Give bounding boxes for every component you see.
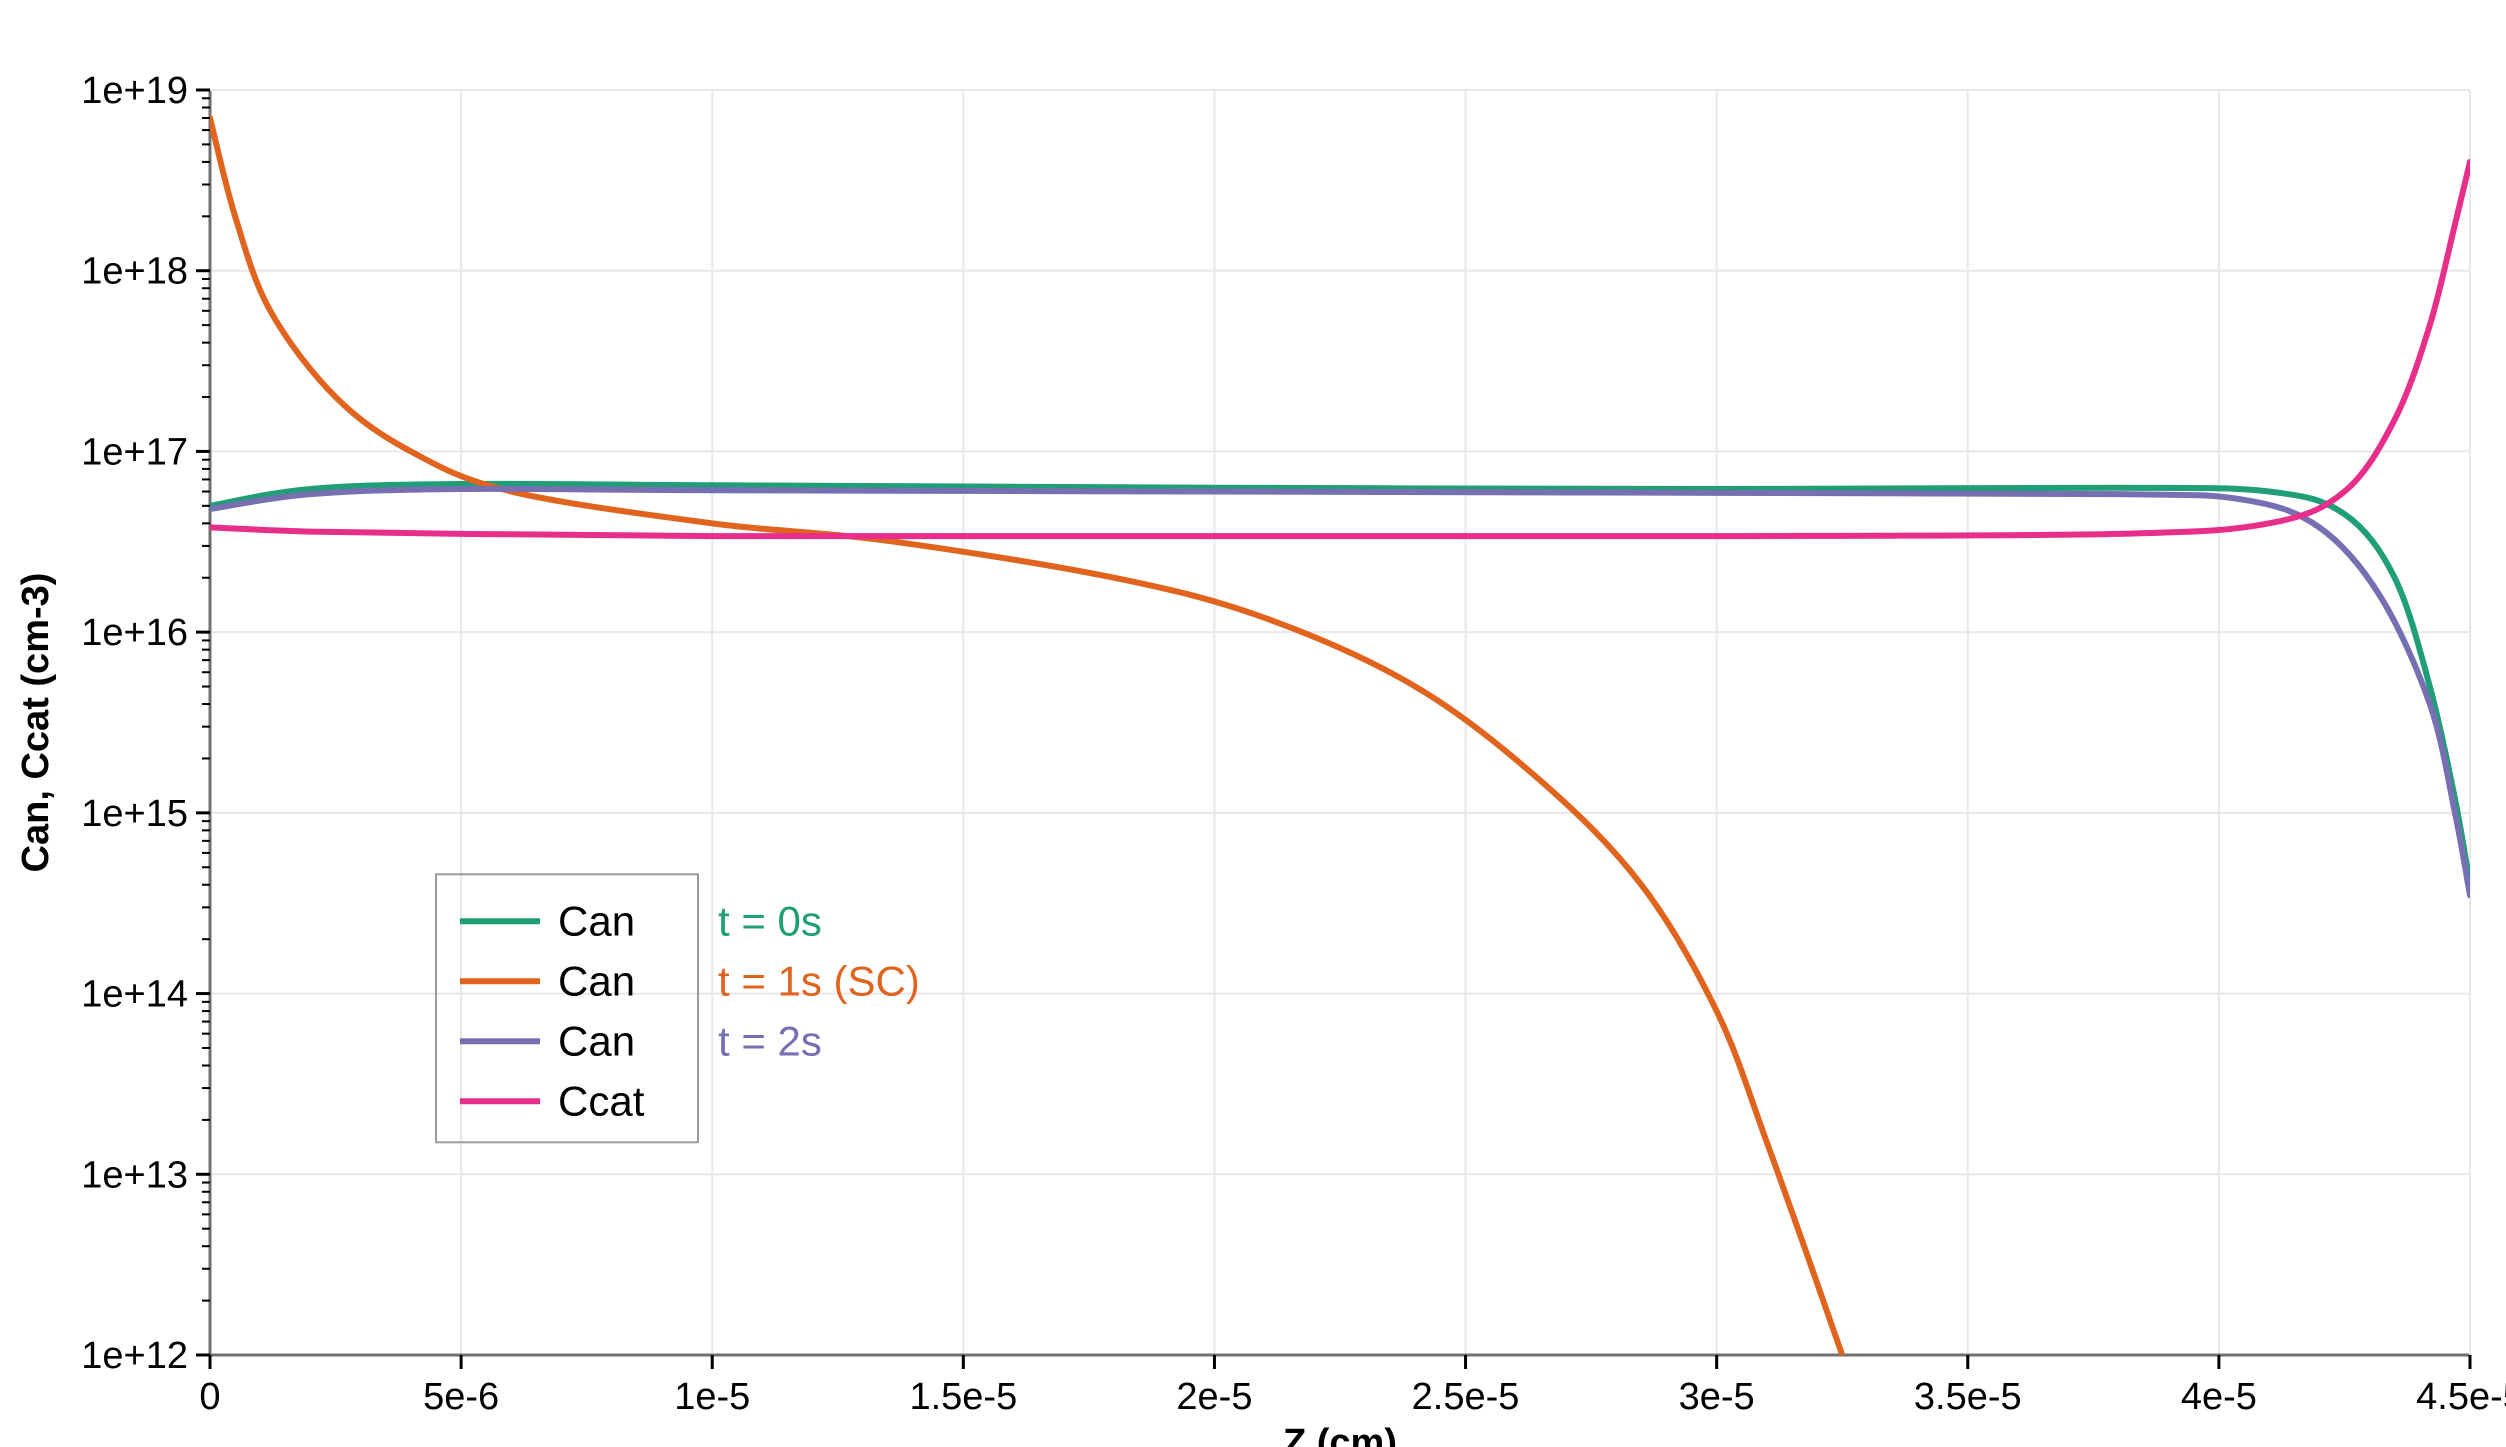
x-tick-label: 2.5e-5 bbox=[1412, 1376, 1520, 1418]
x-tick-label: 3e-5 bbox=[1679, 1376, 1755, 1418]
legend-label: Can bbox=[558, 897, 635, 944]
x-tick-label: 3.5e-5 bbox=[1914, 1376, 2022, 1418]
y-tick-label: 1e+17 bbox=[81, 431, 188, 473]
ion-concentrations-chart: 1e+12 1e+13 1e+14 1e+15 1e+16 1e+17 1e+18 1e+19… bbox=[0, 0, 2506, 1447]
legend-label: Can bbox=[558, 957, 635, 1004]
chart-container: ion concentrations 1e+121e+131e+141e+151… bbox=[0, 0, 2506, 1447]
legend-label: Ccat bbox=[558, 1077, 645, 1124]
x-tick-label: 1e-5 bbox=[674, 1376, 750, 1418]
x-tick-label: 4.5e-5 bbox=[2416, 1376, 2506, 1418]
y-tick-label: 1e+18 bbox=[81, 251, 188, 293]
y-tick-label: 1e+19 bbox=[81, 70, 188, 112]
y-tick-label: 1e+13 bbox=[81, 1154, 188, 1196]
y-tick-label: 1e+12 bbox=[81, 1335, 188, 1377]
x-tick-label: 1.5e-5 bbox=[909, 1376, 1017, 1418]
y-axis-label: Can, Ccat (cm-3) bbox=[15, 573, 57, 873]
x-axis-label: Z (cm) bbox=[1283, 1422, 1397, 1447]
legend-annotation: t = 0s bbox=[718, 897, 822, 944]
x-tick-label: 4e-5 bbox=[2181, 1376, 2257, 1418]
x-tick-label: 0 bbox=[199, 1376, 220, 1418]
y-tick-label: 1e+14 bbox=[81, 974, 188, 1016]
legend-label: Can bbox=[558, 1017, 635, 1064]
x-tick-label: 2e-5 bbox=[1176, 1376, 1252, 1418]
legend-annotation: t = 1s (SC) bbox=[718, 957, 920, 1004]
y-tick-label: 1e+16 bbox=[81, 612, 188, 654]
legend-annotation: t = 2s bbox=[718, 1017, 822, 1064]
x-tick-label: 5e-6 bbox=[423, 1376, 499, 1418]
y-tick-label: 1e+15 bbox=[81, 793, 188, 835]
